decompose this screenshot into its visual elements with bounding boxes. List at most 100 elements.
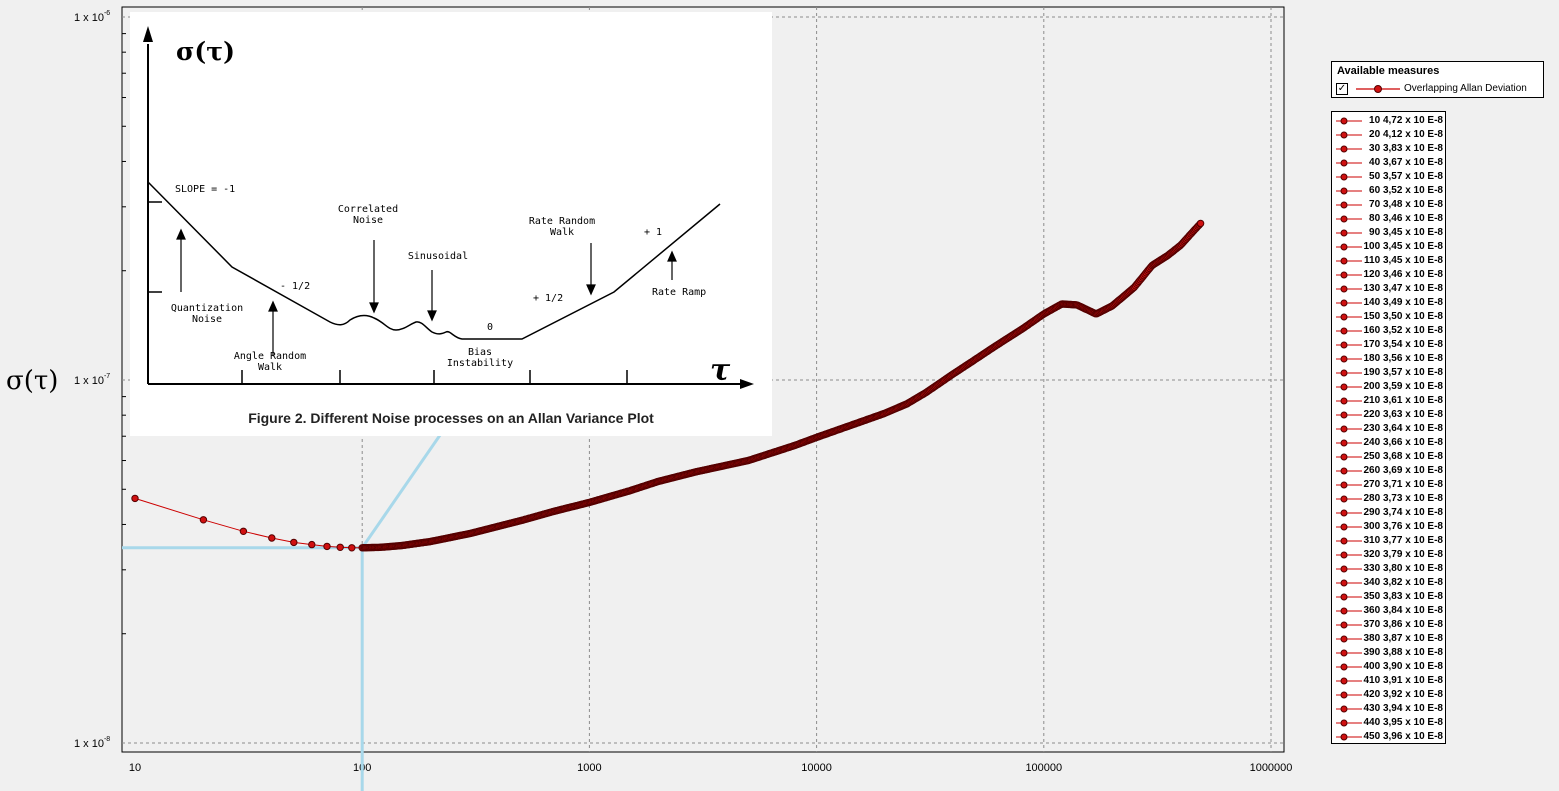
value-marker-dot [1340,607,1348,615]
value-row[interactable]: 130 3,47 x 10 E-8 [1332,282,1445,296]
value-text: 170 3,54 x 10 E-8 [1363,339,1443,350]
value-row[interactable]: 440 3,95 x 10 E-8 [1332,716,1445,730]
value-marker-dot [1340,523,1348,531]
inset-label-bias-2: Instability [447,358,513,369]
value-row[interactable]: 80 3,46 x 10 E-8 [1332,212,1445,226]
value-marker-icon [1336,523,1362,531]
value-row[interactable]: 340 3,82 x 10 E-8 [1332,576,1445,590]
value-row[interactable]: 10 4,72 x 10 E-8 [1332,114,1445,128]
value-text: 360 3,84 x 10 E-8 [1363,605,1443,616]
x-tick-label: 1000000 [1250,762,1293,774]
value-row[interactable]: 110 3,45 x 10 E-8 [1332,254,1445,268]
y-tick-exponent: -8 [104,736,110,743]
value-marker-icon [1336,341,1362,349]
value-marker-icon [1336,593,1362,601]
value-text: 450 3,96 x 10 E-8 [1363,731,1443,742]
value-marker-icon [1336,411,1362,419]
inset-figure: σ(τ) τ SLOPE = -1 Correlated Noise Sinus… [130,12,772,436]
value-marker-dot [1340,243,1348,251]
value-row[interactable]: 350 3,83 x 10 E-8 [1332,590,1445,604]
value-marker-dot [1340,719,1348,727]
value-text: 210 3,61 x 10 E-8 [1363,395,1443,406]
inset-label-slope: SLOPE = -1 [175,184,235,195]
value-row[interactable]: 280 3,73 x 10 E-8 [1332,492,1445,506]
value-row[interactable]: 390 3,88 x 10 E-8 [1332,646,1445,660]
x-tick-label: 1000 [577,762,601,774]
inset-label-angle-random-2: Walk [258,362,282,373]
inset-label-quantization-2: Noise [192,314,222,325]
value-text: 20 4,12 x 10 E-8 [1369,129,1443,140]
value-row[interactable]: 450 3,96 x 10 E-8 [1332,730,1445,744]
value-row[interactable]: 170 3,54 x 10 E-8 [1332,338,1445,352]
value-row[interactable]: 120 3,46 x 10 E-8 [1332,268,1445,282]
value-row[interactable]: 330 3,80 x 10 E-8 [1332,562,1445,576]
value-row[interactable]: 210 3,61 x 10 E-8 [1332,394,1445,408]
measure-checkbox[interactable]: ✓ [1336,83,1348,95]
value-row[interactable]: 90 3,45 x 10 E-8 [1332,226,1445,240]
inset-figure-caption: Figure 2. Different Noise processes on a… [248,410,654,426]
value-row[interactable]: 20 4,12 x 10 E-8 [1332,128,1445,142]
value-row[interactable]: 50 3,57 x 10 E-8 [1332,170,1445,184]
measure-item[interactable]: ✓ Overlapping Allan Deviation [1336,82,1541,96]
x-tick-label: 100000 [1025,762,1062,774]
value-row[interactable]: 360 3,84 x 10 E-8 [1332,604,1445,618]
value-row[interactable]: 310 3,77 x 10 E-8 [1332,534,1445,548]
value-marker-dot [1340,313,1348,321]
value-row[interactable]: 100 3,45 x 10 E-8 [1332,240,1445,254]
value-row[interactable]: 270 3,71 x 10 E-8 [1332,478,1445,492]
value-row[interactable]: 430 3,94 x 10 E-8 [1332,702,1445,716]
y-tick-exponent: -7 [104,373,110,380]
value-row[interactable]: 30 3,83 x 10 E-8 [1332,142,1445,156]
value-marker-icon [1336,551,1362,559]
value-marker-dot [1340,369,1348,377]
value-row[interactable]: 150 3,50 x 10 E-8 [1332,310,1445,324]
value-marker-icon [1336,369,1362,377]
value-row[interactable]: 260 3,69 x 10 E-8 [1332,464,1445,478]
value-row[interactable]: 400 3,90 x 10 E-8 [1332,660,1445,674]
value-row[interactable]: 160 3,52 x 10 E-8 [1332,324,1445,338]
value-row[interactable]: 230 3,64 x 10 E-8 [1332,422,1445,436]
value-row[interactable]: 60 3,52 x 10 E-8 [1332,184,1445,198]
value-row[interactable]: 290 3,74 x 10 E-8 [1332,506,1445,520]
series-point [268,534,276,542]
value-row[interactable]: 250 3,68 x 10 E-8 [1332,450,1445,464]
value-text: 80 3,46 x 10 E-8 [1369,213,1443,224]
y-tick-label: 1 x 10-7 [74,373,110,387]
value-row[interactable]: 370 3,86 x 10 E-8 [1332,618,1445,632]
value-row[interactable]: 220 3,63 x 10 E-8 [1332,408,1445,422]
value-text: 410 3,91 x 10 E-8 [1363,675,1443,686]
inset-label-sinusoidal: Sinusoidal [408,251,468,262]
value-row[interactable]: 410 3,91 x 10 E-8 [1332,674,1445,688]
value-row[interactable]: 190 3,57 x 10 E-8 [1332,366,1445,380]
value-text: 310 3,77 x 10 E-8 [1363,535,1443,546]
inset-label-correlated-1: Correlated [338,204,398,215]
value-row[interactable]: 420 3,92 x 10 E-8 [1332,688,1445,702]
value-row[interactable]: 140 3,49 x 10 E-8 [1332,296,1445,310]
inset-y-arrow [143,26,153,42]
value-row[interactable]: 180 3,56 x 10 E-8 [1332,352,1445,366]
value-row[interactable]: 320 3,79 x 10 E-8 [1332,548,1445,562]
value-row[interactable]: 240 3,66 x 10 E-8 [1332,436,1445,450]
value-marker-icon [1336,117,1362,125]
y-tick-label: 1 x 10-6 [74,10,110,24]
value-marker-icon [1336,229,1362,237]
value-row[interactable]: 200 3,59 x 10 E-8 [1332,380,1445,394]
series-point [323,542,331,551]
value-marker-dot [1340,481,1348,489]
value-row[interactable]: 380 3,87 x 10 E-8 [1332,632,1445,646]
value-marker-icon [1336,607,1362,615]
value-marker-icon [1336,201,1362,209]
value-marker-icon [1336,313,1362,321]
value-marker-icon [1336,579,1362,587]
value-marker-icon [1336,327,1362,335]
series-point [290,538,298,547]
series-point [131,494,139,503]
value-row[interactable]: 300 3,76 x 10 E-8 [1332,520,1445,534]
value-marker-icon [1336,131,1362,139]
x-tick-label: 10 [129,762,141,774]
value-row[interactable]: 40 3,67 x 10 E-8 [1332,156,1445,170]
value-marker-icon [1336,677,1362,685]
value-row[interactable]: 70 3,48 x 10 E-8 [1332,198,1445,212]
value-text: 230 3,64 x 10 E-8 [1363,423,1443,434]
value-marker-icon [1336,187,1362,195]
